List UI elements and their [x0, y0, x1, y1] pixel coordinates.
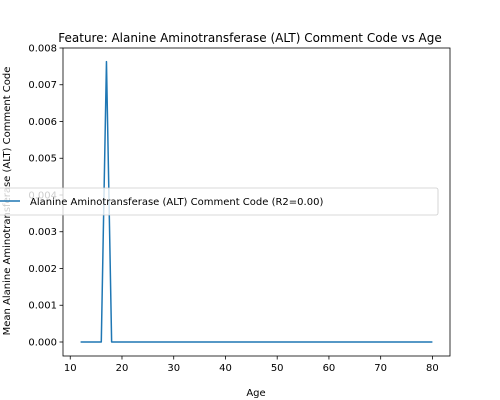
- y-tick-label: 0.000: [28, 337, 57, 348]
- x-tick-label: 10: [64, 363, 77, 374]
- series-line: [80, 60, 433, 343]
- chart-title: Feature: Alanine Aminotransferase (ALT) …: [58, 31, 441, 45]
- series-layer: [80, 60, 433, 343]
- x-tick-label: 40: [219, 363, 232, 374]
- legend-label: Alanine Aminotransferase (ALT) Comment C…: [30, 197, 323, 208]
- y-tick-label: 0.005: [28, 154, 57, 165]
- legend-box: [0, 187, 439, 216]
- x-axis-label: Age: [246, 388, 265, 399]
- y-tick-label: 0.001: [28, 301, 57, 312]
- y-tick-label: 0.002: [28, 264, 57, 275]
- x-tick-label: 80: [426, 363, 439, 374]
- x-tick-label: 60: [323, 363, 336, 374]
- y-tick-label: 0.008: [28, 44, 57, 55]
- y-tick-label: 0.007: [28, 80, 57, 91]
- x-tick-label: 30: [167, 363, 180, 374]
- legend: Alanine Aminotransferase (ALT) Comment C…: [0, 187, 439, 216]
- x-tick-label: 70: [374, 363, 387, 374]
- y-tick-label: 0.003: [28, 227, 57, 238]
- y-tick-label: 0.006: [28, 117, 57, 128]
- x-axis: 10 20 30 40 50 60 70 80: [64, 356, 439, 374]
- x-tick-label: 20: [116, 363, 129, 374]
- x-tick-label: 50: [271, 363, 284, 374]
